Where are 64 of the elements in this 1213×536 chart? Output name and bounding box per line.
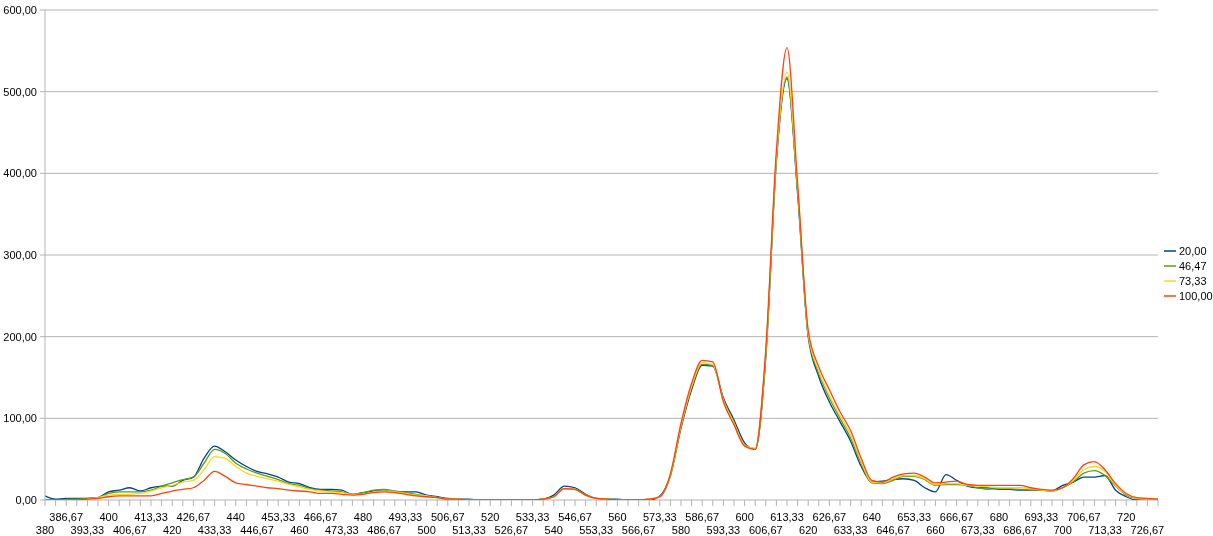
- x-tick-label: 626,67: [812, 510, 847, 523]
- x-tick-label: 640: [862, 510, 881, 523]
- x-tick-label: 713,33: [1088, 523, 1122, 536]
- x-tick-label: 486,67: [367, 523, 402, 536]
- x-tick-label: 513,33: [452, 523, 486, 536]
- legend-label: 100,00: [1179, 289, 1213, 302]
- x-tick-label: 453,33: [261, 510, 296, 523]
- x-tick-label: 380: [35, 523, 55, 536]
- x-tick-label: 440: [226, 510, 245, 523]
- x-tick-label: 466,67: [303, 510, 338, 523]
- x-tick-label: 673,33: [960, 523, 995, 536]
- x-tick-label: 533,33: [515, 510, 550, 523]
- x-tick-label: 413,33: [134, 510, 168, 523]
- x-tick-label: 386,67: [49, 510, 84, 523]
- y-tick-label: 600,00: [3, 3, 37, 16]
- x-tick-label: 553,33: [579, 523, 614, 536]
- x-tick-label: 700: [1053, 523, 1072, 536]
- x-tick-label: 546,67: [558, 510, 592, 523]
- legend-label: 46,47: [1179, 259, 1207, 272]
- x-tick-label: 400: [99, 510, 118, 523]
- x-tick-label: 666,67: [939, 510, 974, 523]
- x-tick-label: 720: [1117, 510, 1136, 523]
- x-tick-label: 526,67: [494, 523, 529, 536]
- legend-label: 73,33: [1179, 274, 1207, 287]
- x-tick-label: 393,33: [70, 523, 105, 536]
- x-tick-label: 566,67: [621, 523, 656, 536]
- y-tick-label: 400,00: [3, 167, 37, 180]
- x-tick-label: 660: [926, 523, 945, 536]
- x-tick-label: 540: [544, 523, 563, 536]
- x-tick-label: 693,33: [1024, 510, 1059, 523]
- y-tick-label: 200,00: [3, 330, 37, 343]
- x-tick-label: 706,67: [1066, 510, 1101, 523]
- x-tick-label: 420: [163, 523, 182, 536]
- x-tick-label: 646,67: [876, 523, 910, 536]
- x-tick-label: 406,67: [112, 523, 147, 536]
- x-tick-label: 460: [290, 523, 309, 536]
- x-tick-label: 473,33: [324, 523, 359, 536]
- x-tick-label: 433,33: [197, 523, 232, 536]
- x-tick-label: 446,67: [240, 523, 274, 536]
- x-tick-label: 573,33: [642, 510, 677, 523]
- x-tick-label: 653,33: [897, 510, 932, 523]
- y-tick-label: 500,00: [3, 85, 37, 98]
- x-tick-label: 726,67: [1130, 523, 1165, 536]
- legend-label: 20,00: [1179, 244, 1207, 257]
- x-tick-label: 580: [671, 523, 691, 536]
- x-tick-label: 686,67: [1003, 523, 1038, 536]
- y-tick-label: 300,00: [3, 248, 37, 261]
- x-tick-label: 633,33: [833, 523, 868, 536]
- x-tick-label: 613,33: [770, 510, 804, 523]
- x-tick-label: 506,67: [430, 510, 465, 523]
- x-tick-label: 606,67: [748, 523, 783, 536]
- x-tick-label: 493,33: [388, 510, 423, 523]
- y-tick-label: 100,00: [3, 412, 37, 425]
- x-tick-label: 426,67: [176, 510, 211, 523]
- x-tick-label: 520: [481, 510, 500, 523]
- x-tick-label: 620: [799, 523, 818, 536]
- x-tick-label: 586,67: [685, 510, 720, 523]
- y-tick-label: 0,00: [15, 493, 37, 506]
- x-tick-label: 500: [417, 523, 436, 536]
- x-tick-label: 480: [353, 510, 373, 523]
- x-tick-label: 560: [608, 510, 627, 523]
- x-tick-label: 593,33: [706, 523, 741, 536]
- x-tick-label: 600: [735, 510, 754, 523]
- x-tick-label: 680: [989, 510, 1009, 523]
